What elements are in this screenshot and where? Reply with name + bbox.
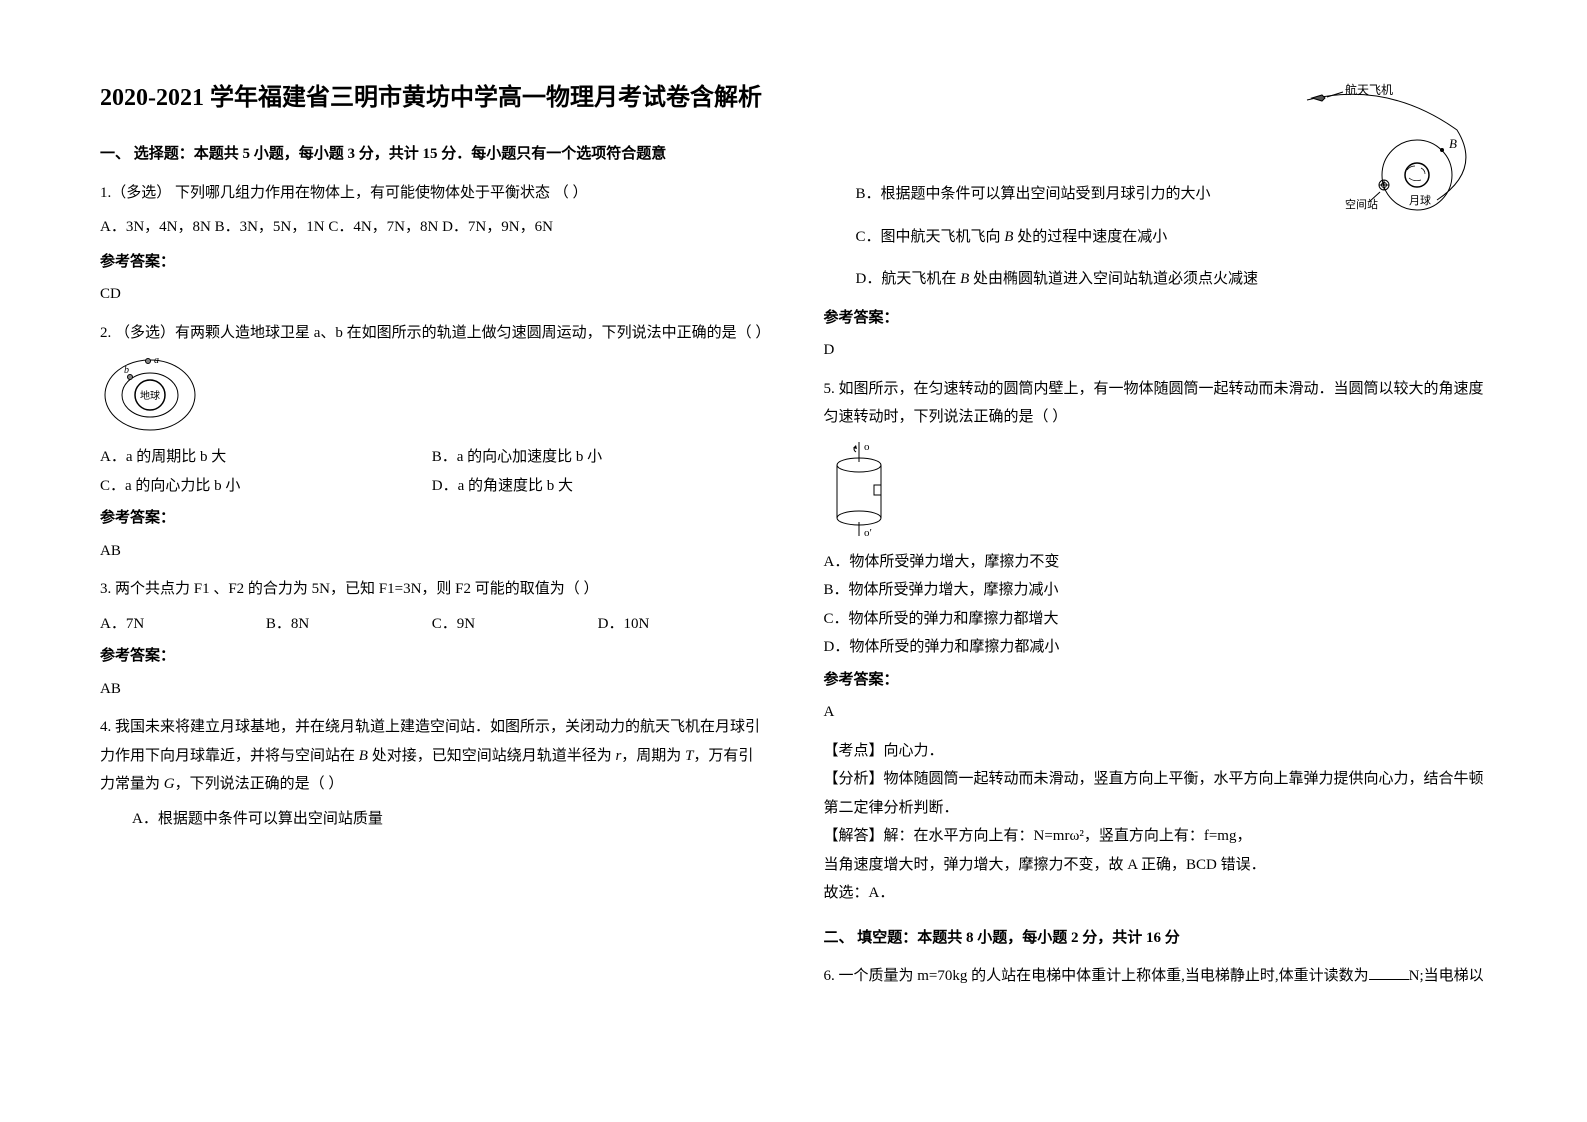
svg-text:月球: 月球 (1409, 193, 1431, 207)
q1-answer: CD (100, 280, 764, 309)
q2-optD: D．a 的角速度比 b 大 (432, 472, 764, 501)
question-5: 5. 如图所示，在匀速转动的圆筒内壁上，有一物体随圆筒一起转动而未滑动．当圆筒以… (824, 375, 1488, 908)
q4-optD-pre: D．航天飞机在 (856, 271, 961, 287)
q5-analysis: 【分析】物体随圆筒一起转动而未滑动，竖直方向上平衡，水平方向上靠弹力提供向心力，… (824, 765, 1488, 822)
q5-solve2: 当角速度增大时，弹力增大，摩擦力不变，故 A 正确，BCD 错误． (824, 851, 1488, 880)
question-2: 2. （多选）有两颗人造地球卫星 a、b 在如图所示的轨道上做匀速圆周运动，下列… (100, 319, 764, 566)
q3-options: A．7N B．8N C．9N D．10N (100, 610, 764, 639)
svg-text:空间站: 空间站 (1345, 197, 1378, 211)
q3-answer-label: 参考答案： (100, 642, 764, 671)
q3-text: 3. 两个共点力 F1 、F2 的合力为 5N，已知 F1=3N，则 F2 可能… (100, 575, 764, 604)
svg-text:b: b (124, 365, 129, 376)
q1-answer-label: 参考答案： (100, 248, 764, 277)
question-6: 6. 一个质量为 m=70kg 的人站在电梯中体重计上称体重,当电梯静止时,体重… (824, 962, 1488, 991)
q4-figure: 航天飞机 月球 B 空间站 (1287, 80, 1487, 220)
q2-options-row2: C．a 的向心力比 b 小 D．a 的角速度比 b 大 (100, 472, 764, 501)
q4-optC-pre: C．图中航天飞机飞向 (856, 229, 1005, 245)
earth-label-svg: 地球 (140, 389, 160, 402)
q6-pre: 6. 一个质量为 m=70kg 的人站在电梯中体重计上称体重,当电梯静止时,体重… (824, 968, 1369, 984)
q2-optC: C．a 的向心力比 b 小 (100, 472, 432, 501)
q1-options: A．3N，4N，8N B．3N，5N，1N C．4N，7N，8N D．7N，9N… (100, 213, 764, 242)
q4-optA: A．根据题中条件可以算出空间站质量 (100, 805, 764, 834)
q5-optA: A．物体所受弹力增大，摩擦力不变 (824, 548, 1488, 577)
q3-optC: C．9N (432, 610, 598, 639)
q4-t3: ，周期为 (621, 748, 685, 764)
svg-text:a: a (154, 355, 159, 366)
q4-answer-label: 参考答案： (824, 304, 1488, 333)
q4-optD-it: B (960, 271, 969, 287)
svg-text:o: o (864, 441, 870, 453)
q5-solve1: 【解答】解：在水平方向上有：N=mrω²，竖直方向上有：f=mg， (824, 822, 1488, 851)
q4-text: 4. 我国未来将建立月球基地，并在绕月轨道上建造空间站．如图所示，关闭动力的航天… (100, 713, 764, 799)
q2-answer-label: 参考答案： (100, 504, 764, 533)
q4-i1: B (359, 748, 368, 764)
q4-t5: ，下列说法正确的是（ ） (175, 776, 344, 792)
q5-text: 5. 如图所示，在匀速转动的圆筒内壁上，有一物体随圆筒一起转动而未滑动．当圆筒以… (824, 375, 1488, 432)
q4-optC-post: 处的过程中速度在减小 (1013, 229, 1167, 245)
q6-blank (1369, 965, 1409, 980)
section2-header: 二、 填空题：本题共 8 小题，每小题 2 分，共计 16 分 (824, 924, 1488, 953)
q5-figure: o o′ (824, 440, 1488, 540)
q5-optB: B．物体所受弹力增大，摩擦力减小 (824, 576, 1488, 605)
q5-optD: D．物体所受的弹力和摩擦力都减小 (824, 633, 1488, 662)
q5-point: 【考点】向心力． (824, 737, 1488, 766)
shuttle-label: 航天飞机 (1345, 82, 1393, 97)
document-title: 2020-2021 学年福建省三明市黄坊中学高一物理月考试卷含解析 (100, 80, 764, 116)
q3-answer: AB (100, 675, 764, 704)
q3-optB: B．8N (266, 610, 432, 639)
q5-optC: C．物体所受的弹力和摩擦力都增大 (824, 605, 1488, 634)
question-4-part1: 4. 我国未来将建立月球基地，并在绕月轨道上建造空间站．如图所示，关闭动力的航天… (100, 713, 764, 833)
q4-optD-post: 处由椭圆轨道进入空间站轨道必须点火减速 (969, 271, 1258, 287)
q4-optC: C．图中航天飞机飞向 B 处的过程中速度在减小 (824, 223, 1488, 252)
section1-header: 一、 选择题：本题共 5 小题，每小题 3 分，共计 15 分．每小题只有一个选… (100, 140, 764, 169)
right-column: 航天飞机 月球 B 空间站 (824, 80, 1488, 999)
q2-optA: A．a 的周期比 b 大 (100, 443, 432, 472)
q5-answer-label: 参考答案： (824, 666, 1488, 695)
q4-t2: 处对接，已知空间站绕月轨道半径为 (368, 748, 616, 764)
q2-figure: 地球 b a (100, 355, 764, 435)
svg-text:o′: o′ (864, 527, 872, 539)
q3-optA: A．7N (100, 610, 266, 639)
svg-text:B: B (1449, 136, 1457, 151)
q2-optB: B．a 的向心加速度比 b 小 (432, 443, 764, 472)
q4-optD: D．航天飞机在 B 处由椭圆轨道进入空间站轨道必须点火减速 (824, 265, 1488, 294)
q2-answer: AB (100, 537, 764, 566)
q5-answer: A (824, 698, 1488, 727)
q4-i4: G (164, 776, 175, 792)
q2-options-row1: A．a 的周期比 b 大 B．a 的向心加速度比 b 小 (100, 443, 764, 472)
q4-answer: D (824, 336, 1488, 365)
q6-post: N;当电梯以 (1409, 968, 1484, 984)
question-1: 1.（多选） 下列哪几组力作用在物体上，有可能使物体处于平衡状态 （ ） A．3… (100, 179, 764, 309)
q3-optD: D．10N (598, 610, 764, 639)
q2-text: 2. （多选）有两颗人造地球卫星 a、b 在如图所示的轨道上做匀速圆周运动，下列… (100, 319, 764, 348)
q5-solve3: 故选：A． (824, 879, 1488, 908)
question-3: 3. 两个共点力 F1 、F2 的合力为 5N，已知 F1=3N，则 F2 可能… (100, 575, 764, 703)
q1-text: 1.（多选） 下列哪几组力作用在物体上，有可能使物体处于平衡状态 （ ） (100, 179, 764, 208)
left-column: 2020-2021 学年福建省三明市黄坊中学高一物理月考试卷含解析 一、 选择题… (100, 80, 764, 999)
